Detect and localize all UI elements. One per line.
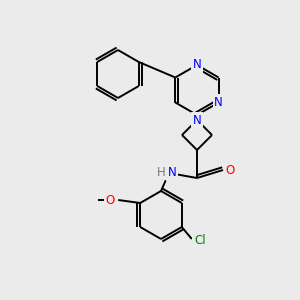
Text: N: N <box>193 58 201 71</box>
Text: N: N <box>168 167 176 179</box>
Text: N: N <box>214 96 223 109</box>
Text: O: O <box>106 194 115 206</box>
Text: N: N <box>193 113 201 127</box>
Text: H: H <box>157 166 165 178</box>
Text: Cl: Cl <box>194 235 206 248</box>
Text: O: O <box>225 164 235 176</box>
